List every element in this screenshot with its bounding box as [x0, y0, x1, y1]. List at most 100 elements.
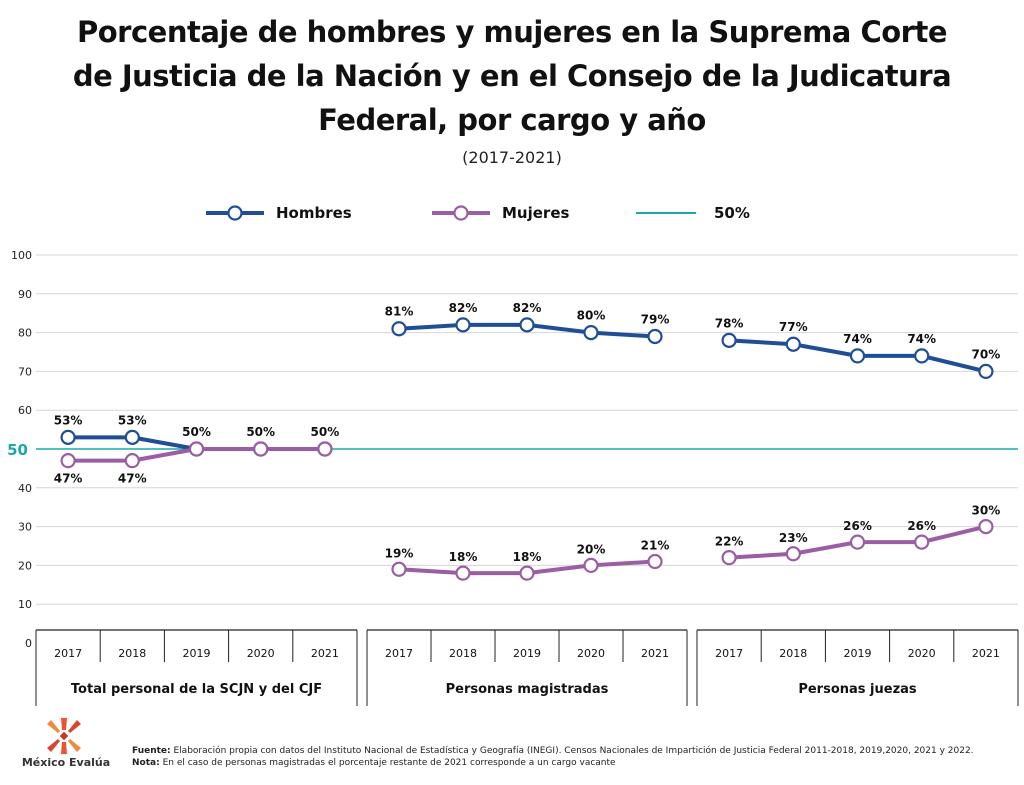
data-point-hombres: [124, 429, 140, 445]
reference-line-label: 50: [7, 441, 28, 459]
data-label: 21%: [641, 539, 670, 553]
data-label: 23%: [779, 531, 808, 545]
data-label: 26%: [843, 519, 872, 533]
y-tick-label: 30: [18, 521, 32, 534]
data-point-hombres: [849, 348, 866, 364]
x-tick-label: 2018: [779, 647, 807, 660]
data-label: 47%: [118, 472, 147, 486]
x-tick-label: 2021: [311, 647, 339, 660]
data-point-mujeres: [253, 441, 269, 457]
data-point-mujeres: [721, 550, 737, 566]
y-tick-label: 90: [18, 288, 32, 301]
data-point-mujeres: [519, 565, 535, 581]
legend-label-mujeres: Mujeres: [502, 204, 569, 222]
data-point-hombres: [60, 429, 76, 445]
x-tick-label: 2021: [972, 647, 1000, 660]
legend-label-hombres: Hombres: [276, 204, 352, 222]
data-point-mujeres: [391, 561, 407, 577]
logo-text: México Evalúa: [21, 756, 111, 769]
data-point-mujeres: [647, 553, 663, 570]
data-label: 47%: [54, 472, 83, 486]
data-label: 70%: [972, 347, 1001, 361]
data-point-mujeres: [455, 565, 471, 581]
data-point-hombres: [914, 348, 930, 364]
title-line-1: Porcentaje de hombres y mujeres en la Su…: [76, 15, 948, 49]
y-tick-label: 20: [18, 559, 32, 572]
data-label: 20%: [577, 542, 606, 556]
data-label: 53%: [54, 413, 83, 427]
data-point-hombres: [721, 332, 737, 348]
data-point-hombres: [647, 328, 663, 345]
x-tick-label: 2017: [715, 647, 743, 660]
data-label: 53%: [118, 413, 147, 427]
y-tick-label: 70: [18, 365, 32, 378]
group-label: Personas juezas: [798, 682, 917, 697]
mexico-evalua-logo-icon: [47, 718, 81, 754]
legend-marker-mujeres: [453, 205, 469, 221]
data-label: 80%: [577, 309, 606, 323]
data-label: 81%: [385, 305, 414, 319]
x-tick-label: 2020: [577, 647, 605, 660]
group-label: Personas magistradas: [446, 682, 609, 697]
title-line-2: de Justicia de la Nación y en el Consejo…: [72, 59, 952, 93]
x-tick-label: 2018: [449, 647, 477, 660]
data-point-mujeres: [978, 518, 994, 535]
data-point-mujeres: [124, 453, 140, 469]
data-point-hombres: [391, 321, 407, 337]
x-tick-label: 2017: [54, 647, 82, 660]
data-point-mujeres: [188, 441, 205, 457]
data-label: 50%: [182, 425, 211, 439]
data-label: 50%: [246, 425, 275, 439]
data-label: 50%: [311, 425, 340, 439]
data-label: 22%: [715, 535, 744, 549]
chart-footer: Fuente: Elaboración propia con datos del…: [132, 745, 974, 769]
data-label: 30%: [972, 504, 1001, 518]
y-tick-label: 10: [18, 598, 32, 611]
legend-label-ref: 50%: [714, 204, 750, 222]
footer-source: Fuente: Elaboración propia con datos del…: [132, 745, 974, 757]
footer-note-label: Nota:: [132, 758, 160, 768]
y-tick-label: 100: [11, 249, 32, 262]
data-label: 82%: [449, 301, 478, 315]
data-point-hombres: [519, 317, 535, 333]
data-label: 19%: [385, 546, 414, 560]
data-label: 18%: [449, 550, 478, 564]
footer-source-text: Elaboración propia con datos del Institu…: [170, 746, 974, 756]
x-tick-label: 2018: [118, 647, 146, 660]
title-line-3: Federal, por cargo y año: [318, 103, 706, 137]
footer-source-label: Fuente:: [132, 746, 171, 756]
data-label: 82%: [513, 301, 542, 315]
y-tick-label: 40: [18, 482, 32, 495]
x-tick-label: 2020: [908, 647, 936, 660]
data-label: 77%: [779, 320, 808, 334]
x-tick-label: 2019: [844, 647, 872, 660]
data-point-hombres: [455, 317, 471, 333]
data-label: 74%: [907, 332, 936, 346]
data-point-mujeres: [60, 453, 76, 469]
data-point-hombres: [785, 336, 801, 352]
y-tick-label: 80: [18, 327, 32, 340]
x-tick-label: 2021: [641, 647, 669, 660]
footer-note: Nota: En el caso de personas magistradas…: [132, 757, 974, 769]
x-tick-label: 2019: [513, 647, 541, 660]
x-tick-label: 2020: [247, 647, 275, 660]
x-tick-label: 2019: [183, 647, 211, 660]
data-label: 26%: [907, 519, 936, 533]
legend-marker-hombres: [227, 205, 243, 221]
data-label: 79%: [641, 312, 670, 326]
data-label: 78%: [715, 316, 744, 330]
data-point-mujeres: [317, 441, 333, 457]
data-point-hombres: [978, 363, 994, 379]
data-point-mujeres: [914, 534, 930, 550]
chart-subtitle: (2017-2021): [462, 148, 562, 167]
x-tick-label: 2017: [385, 647, 413, 660]
data-point-hombres: [583, 325, 599, 341]
data-point-mujeres: [785, 546, 801, 562]
data-point-mujeres: [849, 534, 866, 550]
y-tick-label: 0: [25, 637, 32, 650]
chart-title: Porcentaje de hombres y mujeres en la Su…: [0, 10, 1024, 142]
footer-note-text: En el caso de personas magistradas el po…: [159, 758, 616, 768]
data-label: 74%: [843, 332, 872, 346]
data-label: 18%: [513, 550, 542, 564]
